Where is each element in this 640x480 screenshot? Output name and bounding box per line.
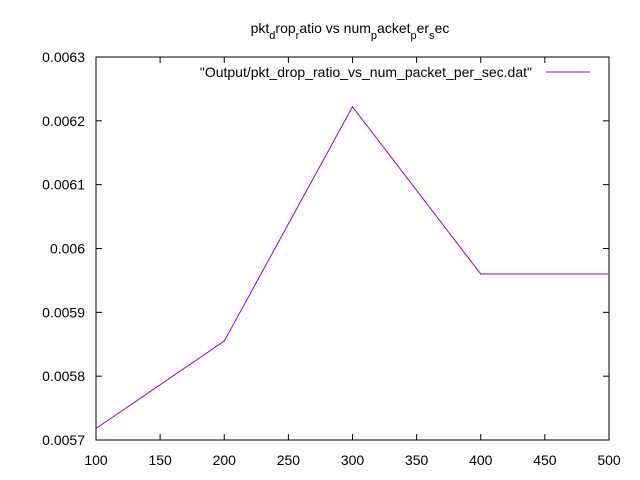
y-axis: 0.0057 0.0058 0.0059 0.006 0.0061 0.0062 0.006… (42, 49, 609, 448)
y-tick-label: 0.0062 (42, 113, 85, 129)
chart-title-part: pkt (251, 20, 270, 36)
x-tick-label: 100 (84, 452, 108, 468)
data-point (480, 273, 482, 275)
y-tick-label: 0.0061 (42, 177, 85, 193)
plot-frame (95, 56, 610, 441)
series-line (95, 105, 609, 429)
y-tick-label: 0.0059 (42, 304, 85, 320)
y-tick-label: 0.0057 (42, 432, 85, 448)
x-tick-label: 350 (405, 452, 429, 468)
chart-title-part: atio vs num (299, 20, 371, 36)
data-point (608, 273, 610, 275)
chart-title-part: r (296, 30, 300, 42)
x-axis: 100 150 200 250 300 350 400 450 500 (84, 57, 621, 468)
chart-title: pktdropratio vs numpacketpersec (251, 20, 450, 42)
y-tick-label: 0.0058 (42, 368, 85, 384)
legend: "Output/pkt_drop_ratio_vs_num_packet_per… (200, 64, 590, 80)
chart-title-part: d (269, 30, 275, 42)
chart-title-part: ec (435, 20, 450, 36)
x-tick-label: 400 (469, 452, 493, 468)
chart-title-part: p (411, 30, 417, 42)
chart-title-part: acket (377, 20, 411, 36)
chart-title-part: p (371, 30, 377, 42)
x-tick-label: 300 (341, 452, 365, 468)
y-tick-label: 0.0063 (42, 49, 85, 65)
x-tick-label: 250 (277, 452, 301, 468)
x-tick-label: 500 (597, 452, 621, 468)
x-tick-label: 450 (533, 452, 557, 468)
x-tick-label: 200 (213, 452, 237, 468)
chart-title-part: er (417, 20, 430, 36)
legend-entry-label: "Output/pkt_drop_ratio_vs_num_packet_per… (200, 64, 532, 80)
chart-title-part: rop (275, 20, 295, 36)
y-tick-label: 0.006 (50, 241, 85, 257)
x-tick-label: 150 (148, 452, 172, 468)
data-point (223, 340, 225, 342)
series-layer (95, 105, 610, 430)
chart-title-part: s (429, 30, 435, 42)
data-point (95, 427, 97, 430)
data-point (351, 106, 354, 108)
